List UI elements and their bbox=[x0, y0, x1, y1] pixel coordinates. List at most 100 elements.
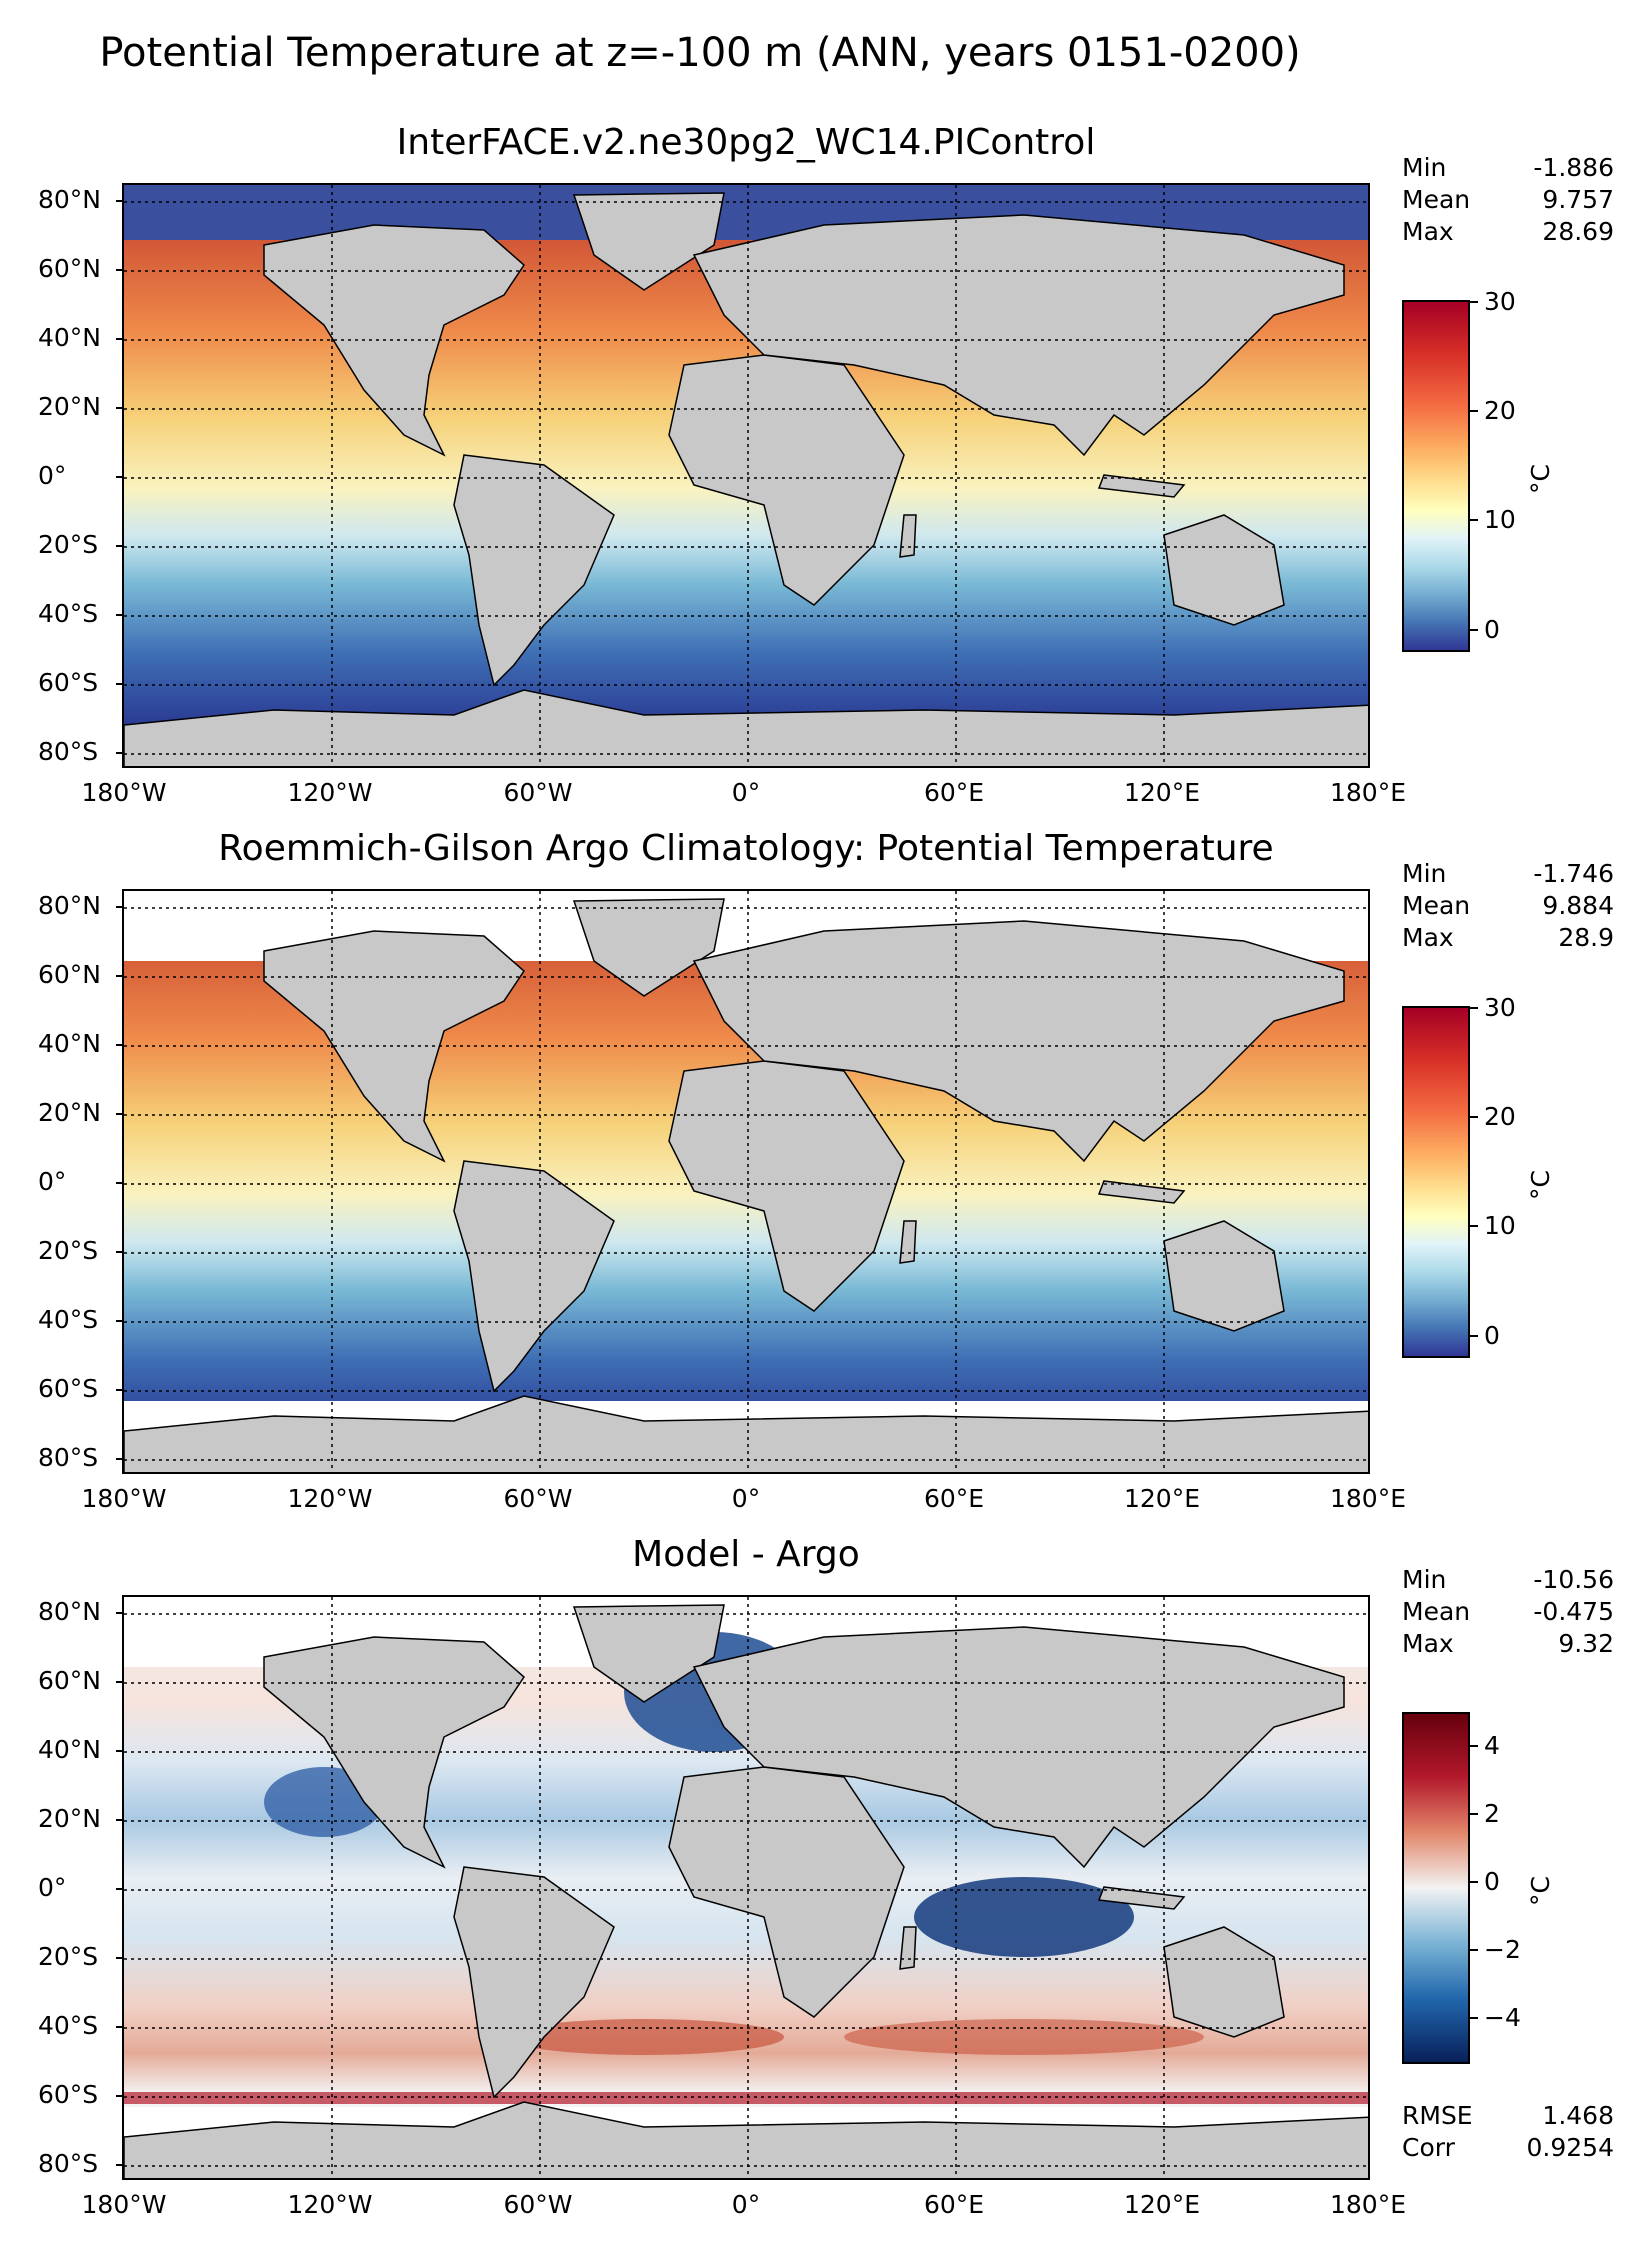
ytick-80n: 80°N bbox=[38, 892, 124, 920]
stat-label: Mean bbox=[1402, 1597, 1471, 1626]
xtick-0: 0° bbox=[731, 1484, 761, 1513]
stat-value: 9.757 bbox=[1542, 185, 1614, 214]
stat-value: 9.32 bbox=[1558, 1629, 1614, 1658]
ytick-0: 0° bbox=[38, 1168, 124, 1196]
xtick-180e: 180°E bbox=[1329, 2190, 1406, 2219]
xtick-180w: 180°W bbox=[81, 778, 167, 807]
xtick-180e: 180°E bbox=[1329, 778, 1406, 807]
ytick-60n: 60°N bbox=[38, 961, 124, 989]
ytick-40s: 40°S bbox=[38, 2012, 124, 2040]
cbtick-0: 0 bbox=[1470, 615, 1500, 644]
xtick-120w: 120°W bbox=[287, 1484, 373, 1513]
cbtick-neg2: −2 bbox=[1470, 1935, 1521, 1964]
xtick-120e: 120°E bbox=[1123, 2190, 1200, 2219]
cbtick-30: 30 bbox=[1470, 993, 1516, 1022]
ytick-20n: 20°N bbox=[38, 1805, 124, 1833]
stats-diff: Min -10.56 Mean -0.475 Max 9.32 bbox=[1402, 1564, 1614, 1660]
ytick-60s: 60°S bbox=[38, 2081, 124, 2109]
ytick-80n: 80°N bbox=[38, 186, 124, 214]
ytick-80s: 80°S bbox=[38, 1444, 124, 1472]
ytick-80s: 80°S bbox=[38, 2150, 124, 2178]
cbtick-10: 10 bbox=[1470, 1211, 1516, 1240]
metric-label: Corr bbox=[1402, 2133, 1455, 2162]
stat-value: 28.9 bbox=[1558, 923, 1614, 952]
stat-value: -0.475 bbox=[1533, 1597, 1614, 1626]
xtick-180e: 180°E bbox=[1329, 1484, 1406, 1513]
colorbar-model bbox=[1402, 300, 1470, 652]
ytick-20n: 20°N bbox=[38, 393, 124, 421]
xtick-60w: 60°W bbox=[503, 1484, 573, 1513]
stats-model: Min -1.886 Mean 9.757 Max 28.69 bbox=[1402, 152, 1614, 248]
xtick-120e: 120°E bbox=[1123, 1484, 1200, 1513]
metric-value: 0.9254 bbox=[1526, 2133, 1614, 2162]
xtick-60e: 60°E bbox=[923, 1484, 985, 1513]
ytick-80n: 80°N bbox=[38, 1598, 124, 1626]
cbtick-neg4: −4 bbox=[1470, 2003, 1521, 2032]
xtick-180w: 180°W bbox=[81, 2190, 167, 2219]
figure-title: Potential Temperature at z=-100 m (ANN, … bbox=[99, 30, 1301, 76]
stat-label: Max bbox=[1402, 1629, 1454, 1658]
cbtick-20: 20 bbox=[1470, 1102, 1516, 1131]
metrics-diff: RMSE 1.468 Corr 0.9254 bbox=[1402, 2100, 1614, 2164]
map-model bbox=[122, 183, 1370, 768]
ytick-40n: 40°N bbox=[38, 1030, 124, 1058]
metric-value: 1.468 bbox=[1542, 2101, 1614, 2130]
ytick-60s: 60°S bbox=[38, 1375, 124, 1403]
ytick-40s: 40°S bbox=[38, 600, 124, 628]
xtick-60w: 60°W bbox=[503, 2190, 573, 2219]
cbtick-4: 4 bbox=[1470, 1731, 1500, 1760]
colorbar-argo bbox=[1402, 1006, 1470, 1358]
ytick-0: 0° bbox=[38, 1874, 124, 1902]
cbtick-20: 20 bbox=[1470, 396, 1516, 425]
map-diff bbox=[122, 1595, 1370, 2180]
stat-label: Max bbox=[1402, 217, 1454, 246]
stat-value: -10.56 bbox=[1533, 1565, 1614, 1594]
ytick-80s: 80°S bbox=[38, 738, 124, 766]
ytick-20s: 20°S bbox=[38, 1943, 124, 1971]
panel-title-diff: Model - Argo bbox=[632, 1534, 860, 1575]
xtick-0: 0° bbox=[731, 778, 761, 807]
xtick-180w: 180°W bbox=[81, 1484, 167, 1513]
stat-value: -1.886 bbox=[1533, 153, 1614, 182]
xtick-120w: 120°W bbox=[287, 2190, 373, 2219]
ytick-40n: 40°N bbox=[38, 324, 124, 352]
cbtick-2: 2 bbox=[1470, 1799, 1500, 1828]
ytick-60n: 60°N bbox=[38, 1667, 124, 1695]
ytick-0: 0° bbox=[38, 462, 124, 490]
stat-label: Mean bbox=[1402, 185, 1471, 214]
stat-value: 28.69 bbox=[1542, 217, 1614, 246]
cbtick-0: 0 bbox=[1470, 1867, 1500, 1896]
stat-value: 9.884 bbox=[1542, 891, 1614, 920]
ytick-20s: 20°S bbox=[38, 531, 124, 559]
xtick-60e: 60°E bbox=[923, 2190, 985, 2219]
stat-label: Mean bbox=[1402, 891, 1471, 920]
stat-label: Min bbox=[1402, 153, 1447, 182]
cbtick-0: 0 bbox=[1470, 1321, 1500, 1350]
stats-argo: Min -1.746 Mean 9.884 Max 28.9 bbox=[1402, 858, 1614, 954]
colorbar-diff bbox=[1402, 1712, 1470, 2064]
xtick-120e: 120°E bbox=[1123, 778, 1200, 807]
map-argo bbox=[122, 889, 1370, 1474]
xtick-60w: 60°W bbox=[503, 778, 573, 807]
stat-label: Min bbox=[1402, 859, 1447, 888]
colorbar-label: °C bbox=[1526, 1876, 1555, 1906]
xtick-60e: 60°E bbox=[923, 778, 985, 807]
panel-title-model: InterFACE.v2.ne30pg2_WC14.PIControl bbox=[396, 122, 1096, 163]
cbtick-10: 10 bbox=[1470, 505, 1516, 534]
metric-label: RMSE bbox=[1402, 2101, 1473, 2130]
ytick-40s: 40°S bbox=[38, 1306, 124, 1334]
ytick-60s: 60°S bbox=[38, 669, 124, 697]
ytick-20n: 20°N bbox=[38, 1099, 124, 1127]
colorbar-label: °C bbox=[1526, 464, 1555, 494]
stat-label: Max bbox=[1402, 923, 1454, 952]
cbtick-30: 30 bbox=[1470, 287, 1516, 316]
colorbar-label: °C bbox=[1526, 1170, 1555, 1200]
panel-title-argo: Roemmich-Gilson Argo Climatology: Potent… bbox=[218, 828, 1274, 869]
xtick-0: 0° bbox=[731, 2190, 761, 2219]
ytick-40n: 40°N bbox=[38, 1736, 124, 1764]
stat-value: -1.746 bbox=[1533, 859, 1614, 888]
ytick-60n: 60°N bbox=[38, 255, 124, 283]
xtick-120w: 120°W bbox=[287, 778, 373, 807]
ytick-20s: 20°S bbox=[38, 1237, 124, 1265]
stat-label: Min bbox=[1402, 1565, 1447, 1594]
